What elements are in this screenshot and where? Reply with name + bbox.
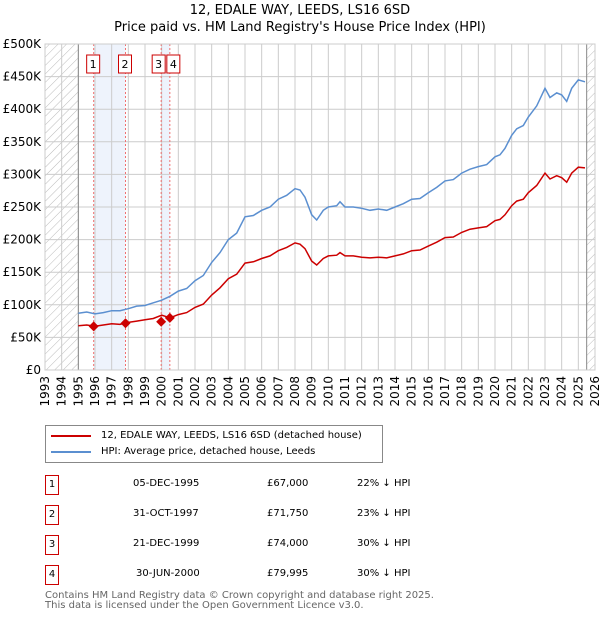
legend-item-property: 12, EDALE WAY, LEEDS, LS16 6SD (detached… <box>51 430 362 441</box>
x-tick-label: 2020 <box>488 376 502 407</box>
x-tick-label: 2012 <box>355 376 369 407</box>
sale-marker-label: 4 <box>45 565 59 585</box>
legend-label: HPI: Average price, detached house, Leed… <box>101 446 316 457</box>
x-tick-label: 1999 <box>138 376 152 407</box>
x-tick-label: 2025 <box>571 376 585 407</box>
sale-hpi-diff: 23% ↓ HPI <box>357 508 411 519</box>
legend: 12, EDALE WAY, LEEDS, LS16 6SD (detached… <box>45 425 383 463</box>
x-tick-label: 2008 <box>288 376 302 407</box>
sale-row: 1 05-DEC-1995 £67,000 22% ↓ HPI <box>45 475 425 495</box>
sale-row: 3 21-DEC-1999 £74,000 30% ↓ HPI <box>45 535 425 555</box>
y-tick-label: £50K <box>10 330 42 344</box>
footer-copyright: Contains HM Land Registry data © Crown c… <box>45 590 434 601</box>
y-tick-label: £250K <box>3 200 43 214</box>
sale-marker-label: 3 <box>45 535 59 555</box>
sale-price: £67,000 <box>267 478 309 489</box>
sale-hpi-diff: 30% ↓ HPI <box>357 538 411 549</box>
sale-row: 2 31-OCT-1997 £71,750 23% ↓ HPI <box>45 505 425 525</box>
sale-price: £71,750 <box>267 508 309 519</box>
sale-marker-label: 1 <box>90 58 97 71</box>
x-tick-label: 2001 <box>171 376 185 407</box>
x-tick-label: 2010 <box>321 376 335 407</box>
x-tick-label: 1994 <box>55 376 69 407</box>
sale-marker-box <box>86 54 101 74</box>
x-tick-label: 2002 <box>188 376 202 407</box>
x-tick-label: 2015 <box>405 376 419 407</box>
x-tick-label: 2022 <box>521 376 535 407</box>
x-tick-label: 2018 <box>455 376 469 407</box>
x-tick-label: 2009 <box>305 376 319 407</box>
sale-marker-label: 3 <box>155 58 162 71</box>
y-tick-label: £0 <box>26 363 41 377</box>
sale-marker-label: 1 <box>45 475 59 495</box>
chart-subtitle: Price paid vs. HM Land Registry's House … <box>114 20 486 35</box>
plot-border <box>44 43 596 371</box>
x-tick-label: 2000 <box>155 376 169 407</box>
x-tick-label: 2017 <box>438 376 452 407</box>
y-tick-label: £100K <box>3 298 43 312</box>
sale-hpi-diff: 22% ↓ HPI <box>357 478 411 489</box>
x-tick-label: 2007 <box>271 376 285 407</box>
sale-point <box>120 318 131 329</box>
sale-price: £79,995 <box>267 568 309 579</box>
legend-swatch-red <box>51 434 91 437</box>
x-tick-label: 1995 <box>71 376 85 407</box>
sale-marker-label: 2 <box>122 58 129 71</box>
sale-marker-box <box>118 54 132 74</box>
x-tick-label: 2021 <box>505 376 519 407</box>
y-tick-label: £450K <box>3 70 43 84</box>
y-tick-label: £150K <box>3 265 43 279</box>
footer-licence: This data is licensed under the Open Gov… <box>45 600 364 611</box>
sale-date: 30-JUN-2000 <box>136 568 200 579</box>
y-tick-label: £350K <box>3 135 43 149</box>
sale-marker-box <box>166 54 181 74</box>
x-tick-label: 2023 <box>538 376 552 407</box>
sale-date: 05-DEC-1995 <box>133 478 200 489</box>
sale-date: 31-OCT-1997 <box>133 508 199 519</box>
sale-marker-label: 4 <box>170 58 177 71</box>
sale-hpi-diff: 30% ↓ HPI <box>357 568 411 579</box>
price-chart: £0 £50K £100K £150K £200K £250K £300K £350K £400… <box>3 37 600 407</box>
sale-point <box>88 321 99 332</box>
legend-item-hpi: HPI: Average price, detached house, Leed… <box>51 446 315 457</box>
sale-row: 4 30-JUN-2000 £79,995 30% ↓ HPI <box>45 565 425 585</box>
x-tick-label: 2016 <box>421 376 435 407</box>
x-tick-label: 2026 <box>588 376 600 407</box>
y-tick-label: £500K <box>3 37 43 51</box>
sale-date: 21-DEC-1999 <box>133 538 200 549</box>
hpi-line <box>78 79 586 315</box>
x-tick-label: 1993 <box>38 376 52 407</box>
legend-label: 12, EDALE WAY, LEEDS, LS16 6SD (detached… <box>101 430 362 441</box>
y-tick-label: £300K <box>3 167 43 181</box>
sale-point <box>156 316 167 327</box>
sale-price: £74,000 <box>267 538 309 549</box>
sale-point <box>164 312 175 323</box>
x-tick-label: 1997 <box>105 376 119 407</box>
x-tick-label: 2014 <box>388 376 402 407</box>
y-tick-label: £200K <box>3 233 43 247</box>
chart-title: 12, EDALE WAY, LEEDS, LS16 6SD <box>189 3 411 18</box>
sale-marker-box <box>151 54 166 74</box>
x-tick-label: 2024 <box>555 376 569 407</box>
x-tick-label: 2013 <box>371 376 385 407</box>
y-tick-label: £400K <box>3 102 43 116</box>
x-tick-label: 2005 <box>238 376 252 407</box>
x-tick-label: 1996 <box>88 376 102 407</box>
legend-swatch-blue <box>51 450 91 453</box>
sale-marker-label: 2 <box>45 505 59 525</box>
x-tick-label: 2019 <box>471 376 485 407</box>
x-tick-label: 2011 <box>338 376 352 407</box>
x-tick-label: 2003 <box>205 376 219 407</box>
x-tick-label: 1998 <box>121 376 135 407</box>
x-tick-label: 2006 <box>255 376 269 407</box>
x-tick-label: 2004 <box>221 376 235 407</box>
